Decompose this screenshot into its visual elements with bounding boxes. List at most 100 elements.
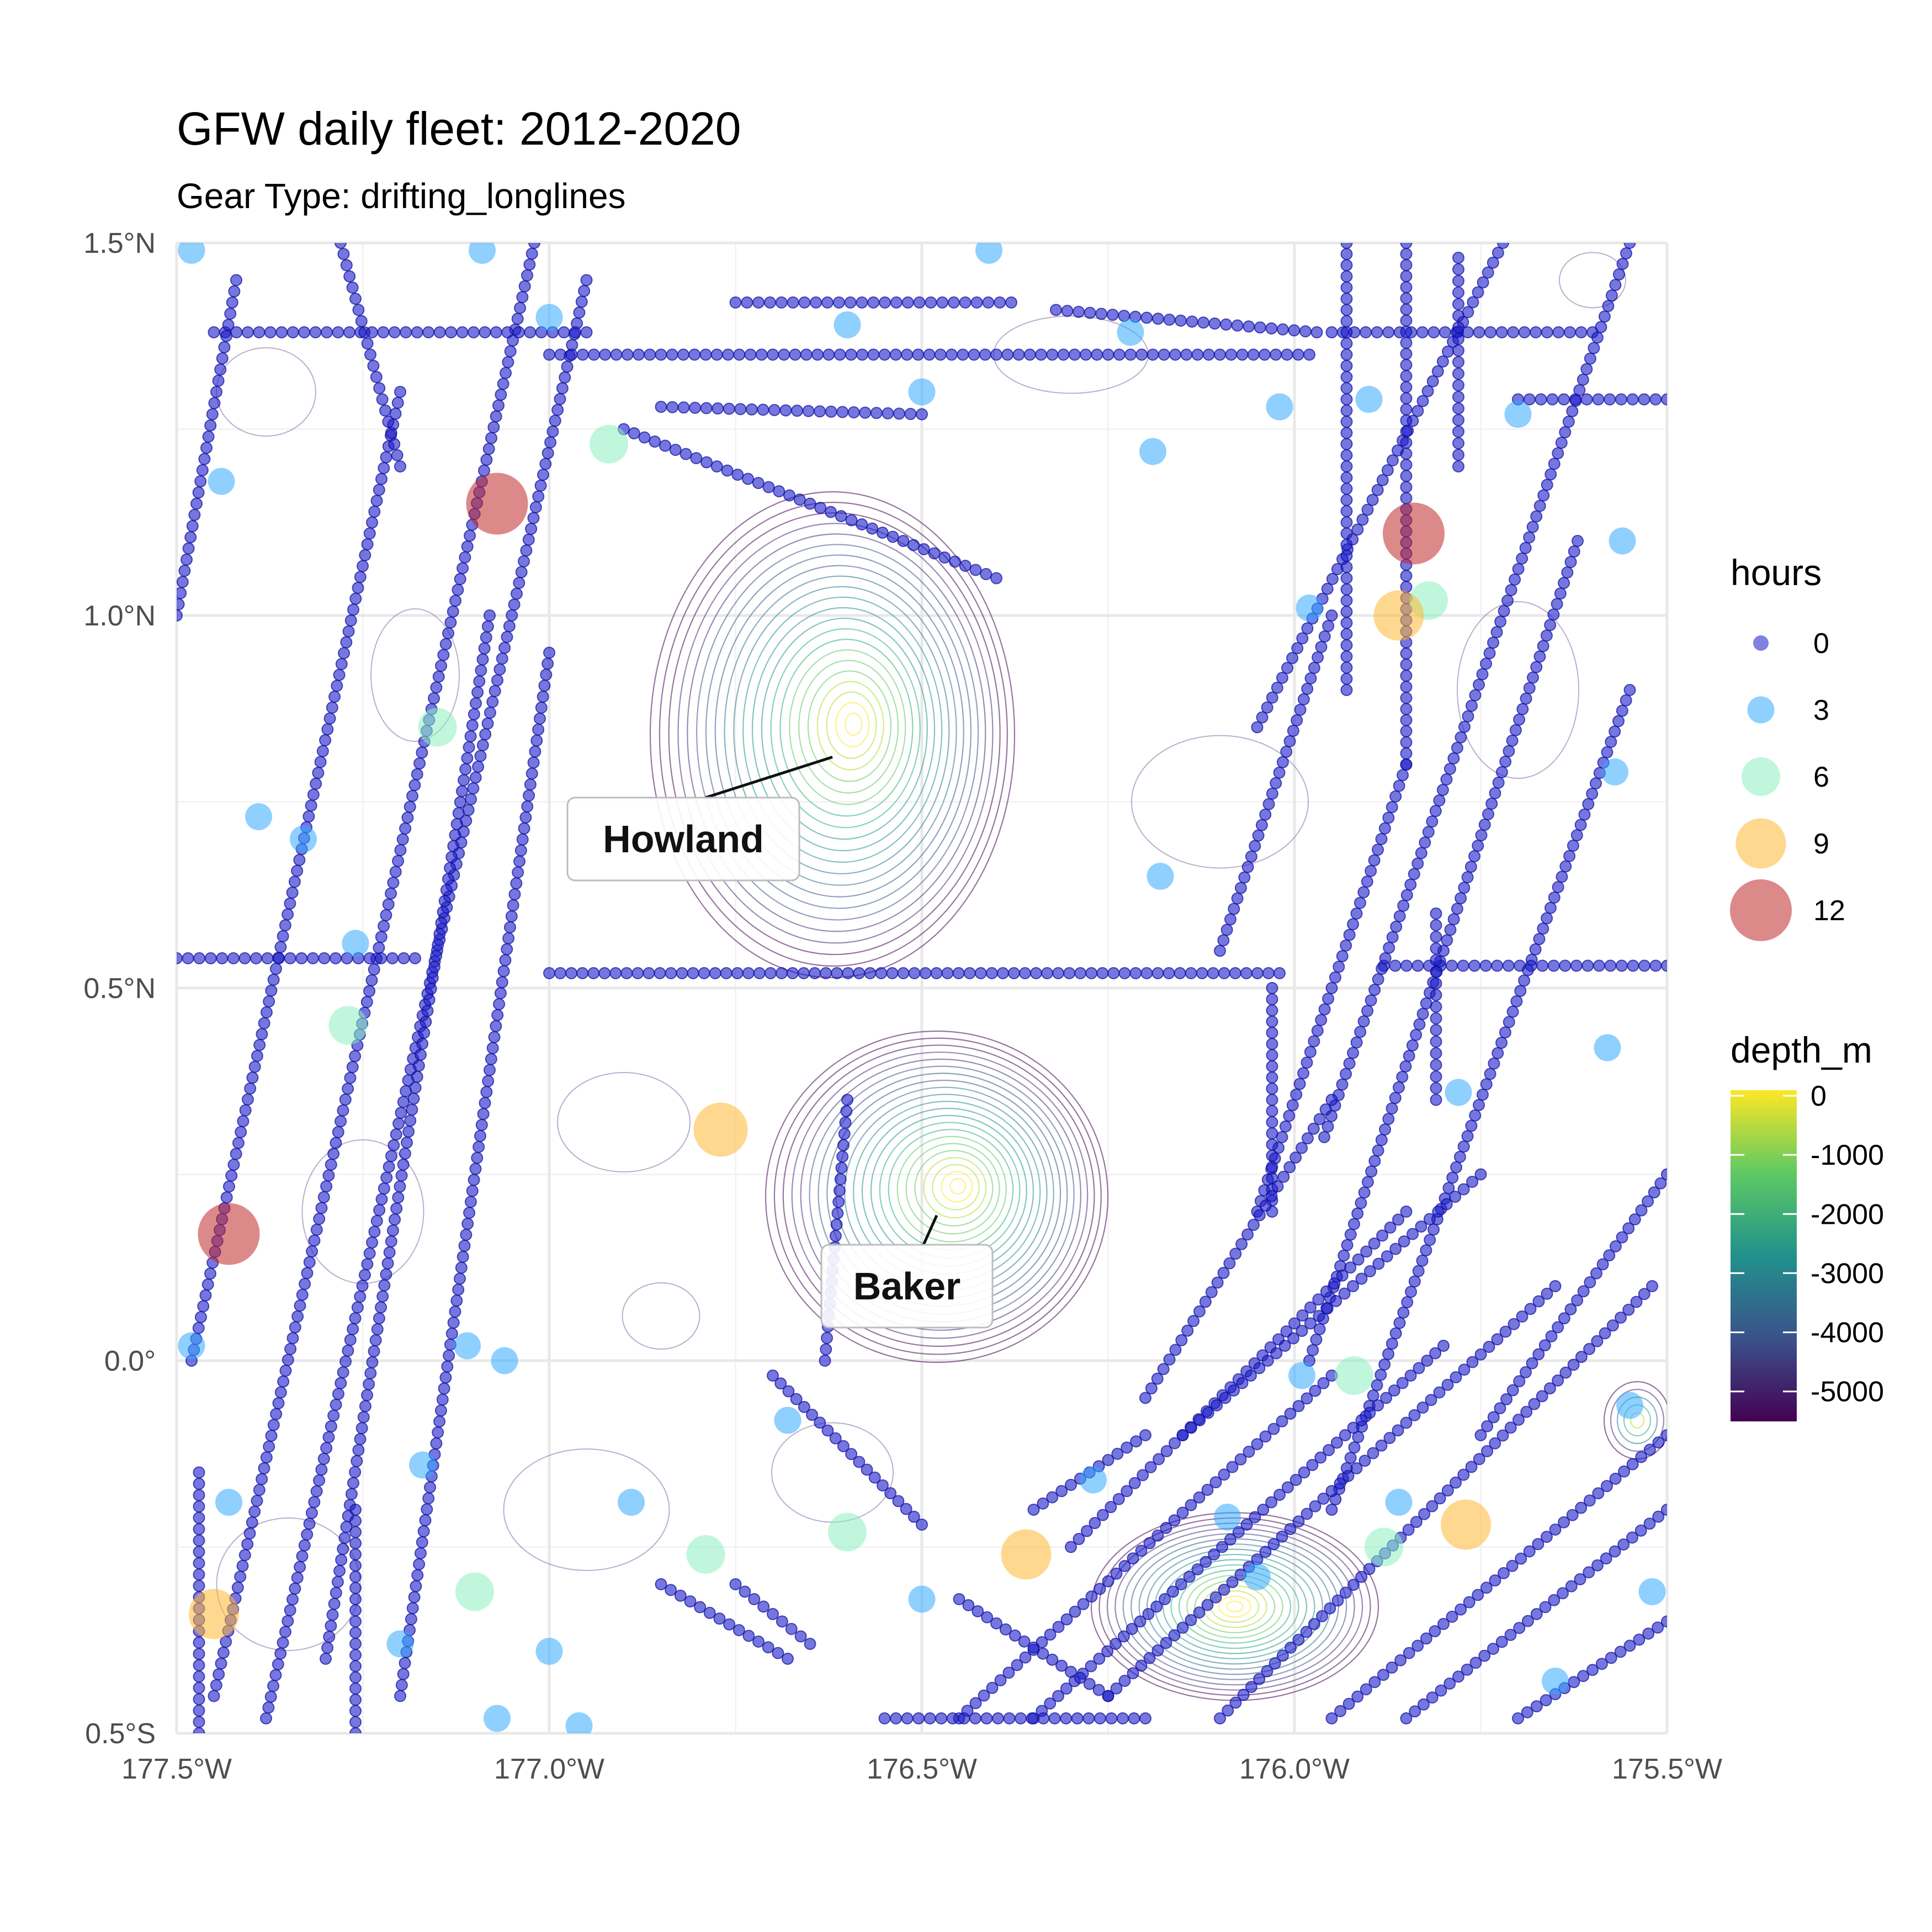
track-point — [1220, 318, 1233, 331]
track-point — [996, 967, 1009, 979]
track-point — [1429, 805, 1442, 818]
track-point — [1522, 1615, 1534, 1627]
track-point — [1142, 1608, 1155, 1620]
track-point — [1044, 1697, 1057, 1710]
track-point — [1340, 561, 1353, 574]
track-point — [856, 348, 868, 361]
y-tick-label: 0.5°S — [85, 1718, 156, 1750]
track-point — [1591, 1559, 1604, 1572]
track-point — [1400, 314, 1413, 327]
track-point — [468, 1174, 480, 1186]
track-point — [1085, 967, 1098, 979]
track-point — [413, 757, 426, 769]
track-point — [1617, 1538, 1630, 1551]
legend-depth-label: -3000 — [1811, 1257, 1884, 1289]
track-point — [471, 1151, 484, 1164]
legend-hours-title: hours — [1731, 552, 1822, 593]
track-point — [275, 326, 288, 338]
track-point — [832, 296, 845, 309]
track-point — [1396, 1377, 1409, 1389]
track-point — [270, 1408, 283, 1420]
track-point — [323, 1631, 336, 1643]
track-point — [1347, 918, 1360, 931]
track-point — [241, 326, 254, 338]
track-point — [1440, 1198, 1453, 1211]
track-point — [1135, 1659, 1148, 1672]
track-point — [1180, 348, 1193, 361]
track-point — [1614, 1646, 1627, 1658]
track-point — [363, 1378, 375, 1390]
track-point — [723, 402, 735, 415]
track-point — [1506, 1005, 1519, 1018]
track-point — [449, 1305, 461, 1318]
track-point — [1570, 829, 1583, 842]
track-point — [349, 1312, 362, 1325]
track-point — [1322, 992, 1335, 1005]
track-point — [1661, 1504, 1667, 1516]
track-point — [1400, 425, 1413, 438]
track-point — [299, 1277, 311, 1290]
track-point — [1421, 385, 1434, 397]
track-point — [390, 1202, 403, 1215]
track-point — [373, 1204, 386, 1217]
track-point — [1160, 1445, 1173, 1457]
track-point — [1452, 321, 1464, 333]
track-point — [1431, 365, 1444, 378]
track-point — [1404, 1370, 1417, 1382]
track-point — [1411, 1639, 1424, 1652]
track-point — [193, 1500, 205, 1513]
track-point — [1037, 1497, 1049, 1510]
track-point — [1547, 959, 1560, 972]
track-point — [1266, 1082, 1278, 1095]
track-point — [1499, 755, 1512, 768]
track-point — [1468, 850, 1481, 863]
track-point — [814, 502, 827, 514]
track-point — [1563, 326, 1576, 338]
track-point — [514, 301, 527, 314]
track-point — [1368, 854, 1381, 867]
track-point — [1451, 903, 1463, 915]
track-point — [480, 453, 493, 466]
track-point — [1451, 741, 1463, 754]
track-point — [1441, 1378, 1454, 1391]
track-point — [1371, 484, 1384, 496]
track-point — [1096, 1509, 1109, 1521]
track-point — [1620, 247, 1632, 260]
track-point — [361, 538, 374, 551]
track-point — [375, 1301, 388, 1314]
track-point — [1386, 931, 1399, 943]
track-point — [798, 967, 810, 979]
track-point — [1261, 1355, 1274, 1367]
track-point — [1259, 1430, 1272, 1443]
track-point — [1241, 1228, 1254, 1241]
track-point — [216, 352, 229, 365]
track-point — [192, 486, 205, 499]
track-point — [1541, 1287, 1553, 1300]
track-point — [1432, 1206, 1445, 1218]
track-point — [953, 1593, 965, 1605]
track-point — [1577, 1285, 1590, 1298]
track-point — [289, 1321, 301, 1334]
track-point — [1457, 1183, 1470, 1196]
track-point — [1652, 1510, 1665, 1523]
track-point — [349, 293, 362, 305]
track-point — [452, 583, 464, 596]
track-point — [1060, 1613, 1073, 1626]
track-point — [655, 1578, 667, 1590]
track-point — [1096, 967, 1109, 979]
track-point — [870, 407, 883, 420]
track-point — [1473, 678, 1485, 691]
track-point — [463, 1207, 476, 1219]
track-point — [1368, 1676, 1381, 1689]
track-point — [1361, 875, 1373, 888]
fishing-hours-point — [1117, 319, 1144, 346]
track-point — [330, 1398, 342, 1411]
track-point — [1273, 967, 1286, 979]
fishing-hours-point — [1001, 1529, 1052, 1580]
track-point — [367, 359, 380, 372]
track-point — [820, 1343, 832, 1356]
track-point — [1336, 950, 1349, 963]
track-point — [1185, 1614, 1197, 1626]
depth-contour — [1610, 1388, 1665, 1452]
track-point — [876, 527, 889, 539]
